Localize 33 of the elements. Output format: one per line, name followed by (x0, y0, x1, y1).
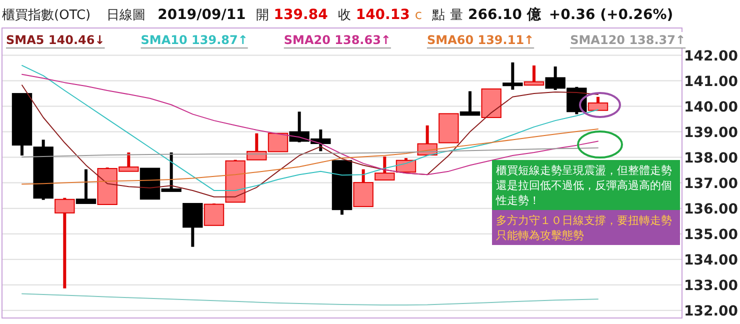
text: 量 (450, 8, 464, 23)
text: 點 (431, 8, 446, 23)
text: 140.13 (356, 7, 410, 23)
line-series (22, 293, 598, 306)
y-tick-label: 141.00 (684, 74, 738, 90)
text: SMA20 138.63↑ (284, 33, 391, 47)
text: 139.84 (274, 7, 328, 23)
y-tick-label: 136.00 (684, 201, 738, 218)
text: SMA10 139.87↑ (140, 33, 248, 47)
text: 2019/09/11 (158, 7, 246, 23)
y-tick-label: 139.00 (684, 124, 738, 141)
annotation: 多方力守１０日線支撐，要扭轉走勢只能轉為攻擊態勢 (496, 214, 672, 242)
y-tick-label: 142.00 (684, 48, 738, 64)
y-tick-label: 132.00 (684, 303, 738, 320)
annotation: 櫃買短線走勢呈現震盪，但整體走勢還是拉回低不過低，反彈高過高的個性走勢！ (495, 164, 672, 207)
text: SMA5 140.46↓ (6, 33, 105, 47)
note: 多方力守１０日線支撐，要扭轉走勢只能轉為攻擊態勢 (492, 210, 680, 245)
y-tick-label: 140.00 (684, 99, 738, 116)
chart-title: 櫃買指數(OTC) (2, 8, 91, 23)
y-tick-label: 138.00 (684, 150, 738, 166)
text: SMA120 138.37↑ (570, 33, 686, 47)
y-tick-label: 135.00 (684, 226, 738, 243)
text: 開 (256, 8, 269, 23)
y-tick-label: 137.00 (684, 176, 738, 192)
y-tick-label: 133.00 (684, 278, 738, 294)
text: 266.10 億 (468, 6, 542, 23)
y-tick-label: 134.00 (684, 252, 738, 268)
text: 收 (338, 8, 351, 23)
text: c (414, 8, 422, 23)
chart-subtitle: 日線圖 (106, 8, 146, 23)
text: SMA60 139.11↑ (426, 33, 534, 47)
text: +0.36 (+0.26%) (548, 7, 674, 23)
note: 櫃買短線走勢呈現震盪，但整體走勢還是拉回低不過低，反彈高過高的個性走勢！ (492, 160, 680, 210)
